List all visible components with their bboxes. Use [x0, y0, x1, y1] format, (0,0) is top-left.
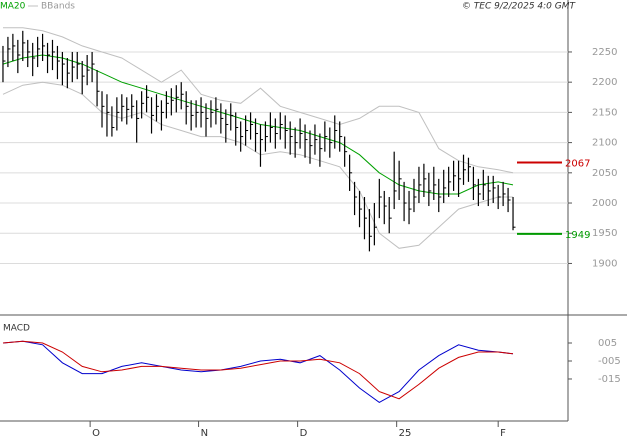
legend-bbands: BBands: [41, 2, 75, 12]
x-tick-label: F: [500, 428, 506, 439]
y-tick-label: -005: [598, 356, 621, 367]
source: © TEC 9/2/2025 4:0 GMT: [462, 2, 577, 12]
y-tick-label: 2150: [592, 107, 617, 118]
x-tick-label: O: [92, 428, 100, 439]
y-tick-label: 2100: [592, 138, 617, 149]
y-tick-label: 2250: [592, 47, 617, 58]
level-label: 1949: [565, 230, 590, 241]
y-tick-label: 1900: [592, 258, 617, 269]
level-label: 2067: [565, 159, 590, 170]
y-tick-label: 005: [598, 338, 617, 349]
y-tick-label: -015: [598, 374, 621, 385]
y-tick-label: 2200: [592, 77, 617, 88]
macd-title: MACD: [3, 324, 30, 334]
x-tick-label: D: [300, 428, 308, 439]
macd-line: [2, 340, 514, 400]
x-tick-label: N: [201, 428, 208, 439]
y-tick-label: 2050: [592, 168, 617, 179]
legend-ma: MA20: [0, 2, 26, 12]
x-tick-label: 25: [399, 428, 412, 439]
bband-upper: [3, 27, 514, 174]
y-tick-label: 1950: [592, 228, 617, 239]
macd-line: [2, 340, 514, 403]
y-tick-label: 2000: [592, 198, 617, 209]
